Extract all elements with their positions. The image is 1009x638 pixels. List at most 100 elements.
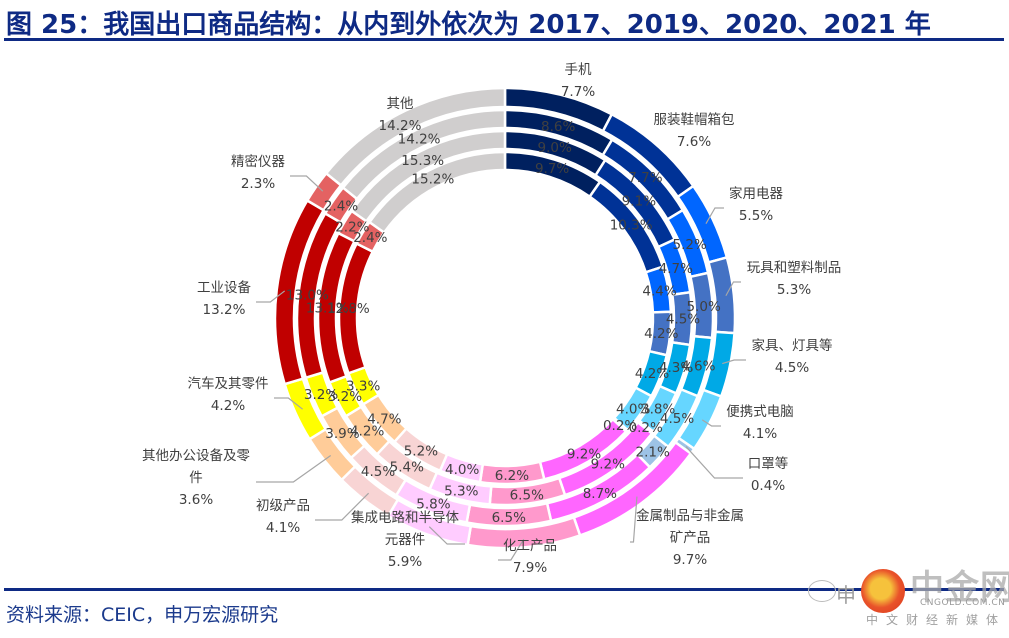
value-label-2019-9: 5.3%	[444, 484, 478, 500]
outer-label-name: 工业设备	[197, 279, 251, 296]
outer-label-value: 4.1%	[266, 520, 300, 536]
leader-line	[685, 446, 743, 479]
value-label-2017-0: 9.7%	[535, 161, 569, 177]
watermark: 申 中金网 CNGOLD.COM.CN 中文财经新媒体	[806, 566, 1009, 634]
value-label-2017-13: 12.8%	[327, 301, 370, 317]
value-label-2020-0: 8.6%	[541, 119, 575, 135]
outer-label-name: 口罩等	[748, 455, 789, 472]
source-rule	[4, 588, 1004, 591]
wechat-icon	[808, 580, 836, 602]
outer-label-value: 13.2%	[203, 302, 246, 318]
inner-value-labels: 9.7%10.3%4.4%4.2%4.2%4.0%0.2%9.2%6.2%4.0…	[286, 119, 721, 526]
outer-label-name: 精密仪器	[231, 153, 285, 170]
value-label-2017-9: 4.0%	[445, 462, 479, 478]
value-label-2020-5: 4.5%	[660, 411, 694, 427]
value-label-2017-15: 15.2%	[411, 172, 454, 188]
value-label-2020-8: 6.5%	[492, 510, 526, 526]
outer-label-name: 化工产品	[503, 538, 557, 554]
value-label-2019-14: 2.2%	[335, 219, 369, 235]
value-label-2017-11: 4.7%	[367, 411, 401, 427]
outer-label-10: 初级产品 4.1%	[256, 492, 370, 536]
outer-label-8: 化工产品 7.9%	[498, 538, 557, 576]
outer-label-4: 家具、灯具等 4.5%	[722, 337, 833, 376]
value-label-2017-2: 4.4%	[642, 284, 676, 300]
value-label-2017-12: 3.3%	[346, 378, 380, 394]
value-label-2019-15: 15.3%	[401, 153, 444, 169]
outer-label-value: 7.9%	[513, 560, 547, 576]
value-label-2017-3: 4.2%	[644, 326, 678, 342]
leader-line	[315, 492, 370, 521]
outer-label-0: 手机 7.7%	[561, 62, 595, 100]
outer-label-name: 家用电器	[729, 185, 783, 202]
leader-line	[630, 496, 638, 543]
outer-label-value: 4.5%	[775, 360, 809, 376]
value-label-2017-5: 4.0%	[616, 402, 650, 418]
leader-line	[498, 538, 525, 561]
value-label-2017-6: 0.2%	[603, 418, 637, 434]
value-label-2019-8: 6.5%	[510, 488, 544, 504]
outer-label-name: 金属制品与非金属	[636, 508, 744, 524]
outer-label-name: 家具、灯具等	[752, 337, 833, 354]
value-label-2020-15: 14.2%	[398, 132, 441, 148]
value-label-2019-3: 4.5%	[666, 312, 700, 328]
outer-label-13: 工业设备 13.2%	[197, 279, 286, 318]
value-label-2020-14: 2.4%	[324, 198, 358, 214]
value-label-2019-0: 9.0%	[538, 140, 572, 156]
outer-labels: 手机 7.7% 服装鞋帽箱包 7.6% 家用电器 5.5% 玩具和塑料制品 5.3% 家具、灯具…	[142, 62, 841, 576]
outer-label-name: 手机	[565, 62, 593, 78]
value-label-2019-4: 4.3%	[659, 360, 693, 376]
value-label-2020-10: 4.5%	[361, 464, 395, 480]
value-label-2017-1: 10.3%	[610, 218, 653, 234]
outer-label-value: 2.3%	[241, 176, 275, 192]
value-label-2020-4: 4.6%	[681, 358, 715, 374]
outer-label-name: 其他	[387, 96, 414, 112]
value-label-2019-1: 9.1%	[622, 194, 656, 210]
leader-line	[256, 290, 286, 303]
outer-label-1: 服装鞋帽箱包 7.6%	[654, 112, 735, 150]
rings-group	[273, 86, 737, 550]
outer-label-2: 家用电器 5.5%	[705, 185, 783, 224]
outer-label-value: 0.4%	[751, 478, 785, 494]
value-label-2020-9: 5.8%	[416, 497, 450, 513]
outer-label-name: 服装鞋帽箱包	[654, 112, 735, 128]
outer-label-value: 5.9%	[388, 554, 422, 570]
value-label-2019-10: 5.4%	[390, 459, 424, 475]
leader-line	[722, 359, 746, 365]
leader-line	[290, 175, 324, 192]
value-label-2017-8: 6.2%	[495, 468, 529, 484]
outer-label-name: 玩具和塑料制品	[747, 260, 842, 276]
title-rule	[4, 38, 1004, 41]
outer-label-6: 口罩等 0.4%	[685, 446, 789, 494]
leader-line	[274, 397, 303, 410]
value-label-2020-7: 8.7%	[583, 486, 617, 502]
value-label-2017-10: 5.2%	[404, 444, 438, 460]
leader-line	[701, 419, 721, 427]
watermark-subtitle: 中文财经新媒体	[866, 613, 1007, 627]
source-note: 资料来源：CEIC，申万宏源研究	[6, 604, 279, 626]
outer-label-12: 汽车及其零件 4.2%	[188, 375, 303, 414]
value-label-2019-2: 4.7%	[659, 261, 693, 277]
outer-label-value: 7.7%	[561, 84, 595, 100]
outer-label-name: 初级产品	[256, 497, 310, 514]
figure-title: 图 25：我国出口商品结构：从内到外依次为 2017、2019、2020、202…	[6, 10, 931, 40]
value-label-2019-12: 3.2%	[328, 389, 362, 405]
value-label-2020-1: 7.7%	[628, 170, 662, 186]
watermark-url: CNGOLD.COM.CN	[920, 598, 1006, 608]
outer-label-value: 7.6%	[677, 134, 711, 150]
ring-segment-2020-15	[341, 108, 507, 201]
outer-label-name: 其他办公设备及零	[142, 447, 250, 464]
value-label-2020-3: 5.0%	[686, 299, 720, 315]
cngold-logo-icon	[861, 569, 905, 613]
outer-label-name: 元器件	[385, 532, 426, 548]
value-label-2017-14: 2.4%	[353, 230, 387, 246]
value-label-2019-5: 3.8%	[641, 402, 675, 418]
value-label-2019-7: 9.2%	[591, 456, 625, 472]
outer-label-name: 便携式电脑	[726, 404, 794, 420]
value-label-2019-11: 4.2%	[350, 424, 384, 440]
leader-line	[428, 526, 465, 545]
outer-label-value: 3.6%	[179, 492, 213, 508]
outer-label-name: 汽车及其零件	[188, 375, 269, 392]
outer-label-5: 便携式电脑 4.1%	[701, 404, 794, 442]
